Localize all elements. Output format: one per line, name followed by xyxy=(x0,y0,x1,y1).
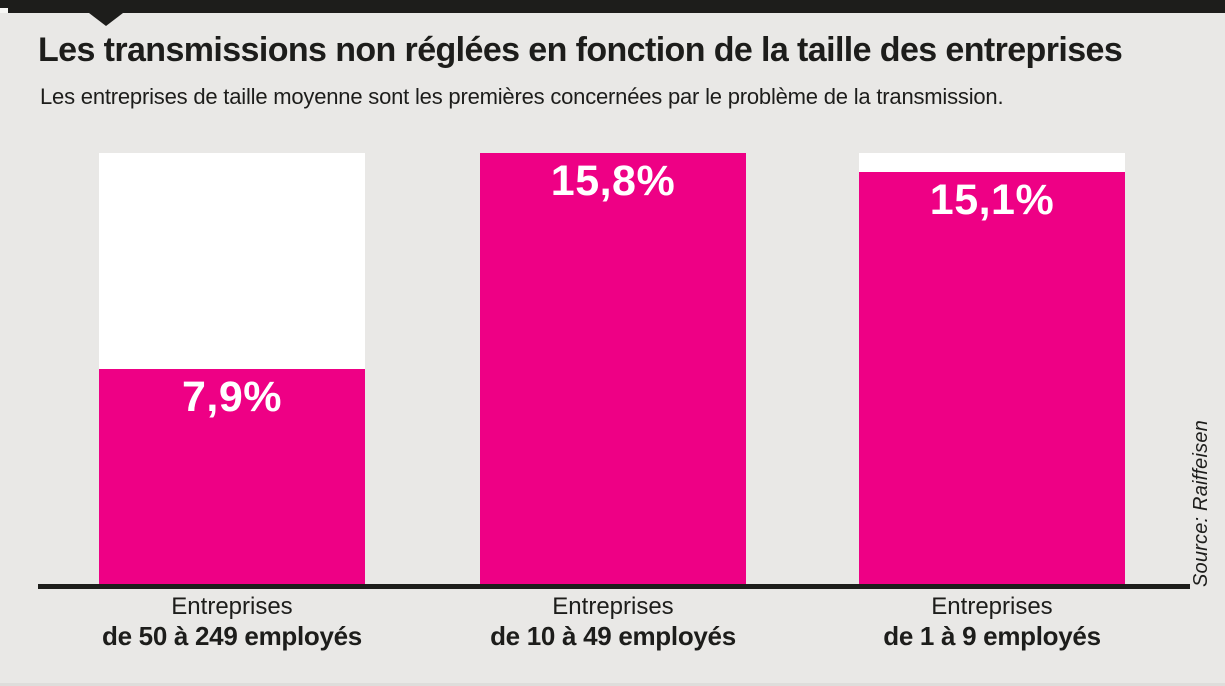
x-axis-line xyxy=(38,584,1190,589)
down-triangle-marker-icon xyxy=(89,13,123,26)
chart-subtitle: Les entreprises de taille moyenne sont l… xyxy=(40,84,1004,109)
bar-fill: 7,9% xyxy=(99,368,365,584)
bar-column: 7,9% xyxy=(99,153,365,584)
category-label: Entreprises de 50 à 249 employés xyxy=(99,593,365,651)
category-label-line1: Entreprises xyxy=(552,593,674,620)
bar-column: 15,1% xyxy=(859,153,1125,584)
top-accent-bar xyxy=(0,0,1225,13)
bar-value-label: 15,1% xyxy=(929,176,1055,225)
category-label-line2: de 10 à 49 employés xyxy=(490,620,736,651)
category-label: Entreprises de 1 à 9 employés xyxy=(859,593,1125,651)
top-bar-notch xyxy=(0,8,8,13)
bar-fill: 15,8% xyxy=(480,153,746,584)
bar-column: 15,8% xyxy=(480,153,746,584)
bottom-edge-line xyxy=(0,683,1225,686)
category-label-line2: de 1 à 9 employés xyxy=(883,620,1101,651)
category-label: Entreprises de 10 à 49 employés xyxy=(480,593,746,651)
bar-value-label: 15,8% xyxy=(550,157,676,205)
category-label-line1: Entreprises xyxy=(931,593,1053,620)
bar-fill: 15,1% xyxy=(859,172,1125,584)
source-credit: Source: Raiffeisen xyxy=(1190,419,1212,587)
category-label-line2: de 50 à 249 employés xyxy=(102,620,362,651)
category-label-line1: Entreprises xyxy=(171,593,293,620)
bar-value-label: 7,9% xyxy=(181,372,282,421)
chart-title: Les transmissions non réglées en fonctio… xyxy=(38,31,1123,69)
